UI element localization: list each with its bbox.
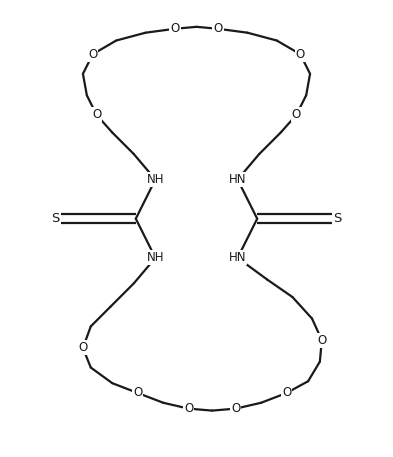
Text: O: O xyxy=(282,387,291,399)
Text: NH: NH xyxy=(147,173,164,186)
Text: S: S xyxy=(333,212,342,225)
Text: S: S xyxy=(51,212,60,225)
Text: O: O xyxy=(296,48,305,61)
Text: HN: HN xyxy=(229,173,246,186)
Text: O: O xyxy=(78,341,88,355)
Text: O: O xyxy=(92,108,101,122)
Text: O: O xyxy=(213,22,223,35)
Text: O: O xyxy=(231,402,240,415)
Text: O: O xyxy=(88,48,97,61)
Text: O: O xyxy=(184,402,193,415)
Text: HN: HN xyxy=(229,251,246,264)
Text: O: O xyxy=(292,108,301,122)
Text: NH: NH xyxy=(147,251,164,264)
Text: O: O xyxy=(317,334,327,346)
Text: O: O xyxy=(133,387,142,399)
Text: O: O xyxy=(170,22,180,35)
